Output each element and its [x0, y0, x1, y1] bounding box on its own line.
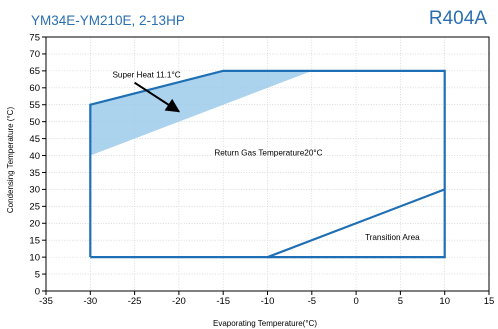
y-tick-label: 30 — [29, 185, 40, 196]
superheat-band — [90, 70, 312, 156]
y-tick-label: 70 — [29, 49, 40, 60]
x-tick-label: -15 — [216, 296, 230, 307]
plot-frame — [45, 36, 490, 292]
annotation-label: Super Heat 11.1°C — [112, 71, 180, 80]
y-tick-label: 20 — [29, 219, 40, 230]
x-tick-label: 0 — [353, 296, 358, 307]
x-tick-label: -25 — [128, 296, 142, 307]
y-tick-label: 10 — [29, 252, 40, 263]
x-tick-label: -20 — [172, 296, 186, 307]
chart-title: YM34E-YM210E, 2-13HP — [31, 13, 185, 28]
superheat-band-fill — [90, 70, 312, 156]
y-tick-label: 75 — [29, 32, 40, 43]
y-tick-label: 0 — [35, 286, 40, 297]
annotations: Super Heat 11.1°C Return Gas Temperature2… — [112, 71, 420, 243]
x-tick-label: 10 — [439, 296, 450, 307]
y-tick-label: 55 — [29, 100, 40, 111]
y-tick-label: 40 — [29, 151, 40, 162]
y-tick-label: 5 — [35, 269, 40, 280]
y-tick-label: 50 — [29, 117, 40, 128]
annotation-arrow — [134, 81, 181, 113]
axes — [42, 36, 490, 295]
x-tick-label: -35 — [39, 296, 53, 307]
tick-labels: -35 -30 -25 -20 -15 -10 -5 0 5 10 15 0 5 10 15 20 25 30 35… — [29, 32, 494, 307]
refrigerant-label: R404A — [429, 8, 487, 29]
y-tick-label: 45 — [29, 134, 40, 145]
y-tick-label: 35 — [29, 168, 40, 179]
x-axis-title: Evaporating Temperature(°C) — [213, 319, 317, 328]
y-axis-title: Condensing Temperature (°C) — [6, 107, 15, 214]
plot-lines — [89, 69, 446, 259]
x-tick-label: -5 — [308, 296, 316, 307]
y-tick-label: 15 — [29, 236, 40, 247]
y-tick-label: 25 — [29, 202, 40, 213]
annotation-label: Return Gas Temperature20°C — [214, 149, 322, 158]
annotation-label: Transition Area — [365, 233, 420, 242]
x-tick-label: -30 — [83, 296, 97, 307]
x-tick-label: -10 — [261, 296, 275, 307]
x-tick-label: 5 — [398, 296, 403, 307]
envelope-line — [89, 69, 446, 259]
envelope-line — [267, 188, 446, 259]
y-tick-label: 60 — [29, 83, 40, 94]
y-tick-label: 65 — [29, 66, 40, 77]
x-tick-label: 15 — [484, 296, 495, 307]
